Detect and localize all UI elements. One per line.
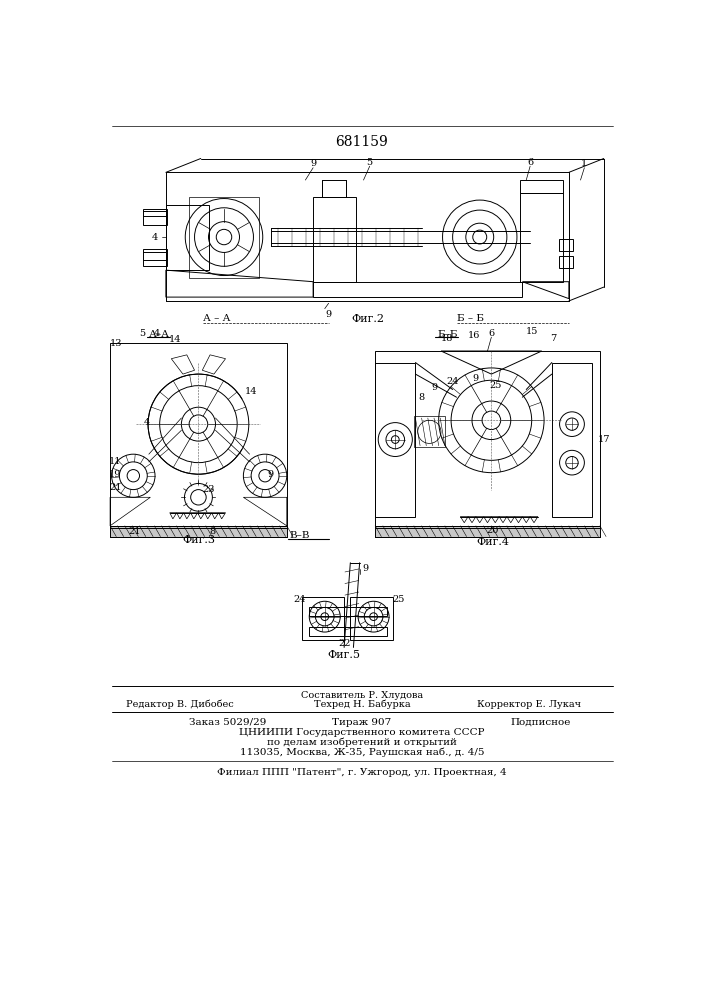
- Bar: [552, 363, 592, 517]
- Text: 1: 1: [581, 159, 588, 168]
- Text: 21: 21: [110, 483, 122, 492]
- Text: 8: 8: [419, 393, 425, 402]
- Text: 9: 9: [267, 470, 274, 479]
- Text: 13: 13: [110, 339, 122, 348]
- Bar: [559, 239, 573, 251]
- Bar: [309, 607, 387, 616]
- Text: Техред Н. Бабурка: Техред Н. Бабурка: [314, 700, 410, 709]
- Text: 9: 9: [431, 383, 437, 392]
- Text: Фиг.4: Фиг.4: [477, 537, 510, 547]
- Text: 681159: 681159: [336, 135, 388, 149]
- Text: 18: 18: [441, 334, 453, 343]
- Text: 9: 9: [325, 310, 332, 319]
- Text: 6: 6: [527, 158, 533, 167]
- Text: Подписное: Подписное: [510, 718, 571, 727]
- Text: Фиг.3: Фиг.3: [182, 535, 215, 545]
- Text: Фиг.5: Фиг.5: [327, 650, 361, 660]
- Text: 7: 7: [550, 334, 556, 343]
- Bar: [520, 180, 563, 193]
- Bar: [110, 343, 287, 528]
- Bar: [309, 627, 387, 636]
- Text: 16: 16: [468, 331, 481, 340]
- Text: Редактор В. Дибобес: Редактор В. Дибобес: [126, 700, 234, 709]
- Text: 22: 22: [338, 639, 351, 648]
- Text: Филиал ППП "Патент", г. Ужгород, ул. Проектная, 4: Филиал ППП "Патент", г. Ужгород, ул. Про…: [217, 768, 507, 777]
- Text: 113035, Москва, Ж-35, Раушская наб., д. 4/5: 113035, Москва, Ж-35, Раушская наб., д. …: [240, 747, 484, 757]
- Text: А – А: А – А: [203, 314, 230, 323]
- Bar: [375, 363, 416, 517]
- Text: 19: 19: [110, 470, 122, 479]
- Text: В–В: В–В: [290, 531, 310, 540]
- Text: 8: 8: [209, 527, 216, 536]
- Bar: [559, 256, 573, 268]
- Text: Корректор Е. Лукач: Корректор Е. Лукач: [477, 700, 580, 709]
- Bar: [110, 526, 287, 537]
- Bar: [322, 180, 346, 197]
- Bar: [189, 197, 259, 278]
- Bar: [143, 249, 168, 266]
- Text: 21: 21: [129, 527, 141, 536]
- Text: 15: 15: [525, 327, 538, 336]
- Bar: [414, 416, 445, 447]
- Text: 9: 9: [473, 374, 479, 383]
- Text: 9: 9: [310, 159, 316, 168]
- Text: 4: 4: [152, 233, 158, 242]
- Bar: [313, 197, 356, 282]
- Text: Фиг.2: Фиг.2: [351, 314, 384, 324]
- Text: Б–Б: Б–Б: [437, 330, 457, 339]
- Text: Заказ 5029/29: Заказ 5029/29: [189, 718, 267, 727]
- Text: 25: 25: [489, 381, 501, 390]
- Text: Тираж 907: Тираж 907: [332, 718, 392, 727]
- Text: ЦНИИПИ Государственного комитета СССР: ЦНИИПИ Государственного комитета СССР: [239, 728, 485, 737]
- Text: Составитель Р. Хлудова: Составитель Р. Хлудова: [301, 691, 423, 700]
- Bar: [143, 209, 168, 225]
- Text: 6: 6: [489, 329, 494, 338]
- Text: 23: 23: [202, 485, 215, 494]
- Text: 5: 5: [367, 158, 373, 167]
- Text: 14: 14: [245, 387, 257, 396]
- Text: 17: 17: [597, 435, 610, 444]
- Text: 20: 20: [486, 526, 499, 535]
- Text: 14: 14: [169, 335, 182, 344]
- Text: по делам изобретений и открытий: по делам изобретений и открытий: [267, 737, 457, 747]
- Bar: [166, 205, 209, 270]
- Text: 5: 5: [139, 329, 146, 338]
- Bar: [520, 193, 563, 282]
- Bar: [375, 351, 600, 528]
- Bar: [375, 526, 600, 537]
- Text: 4: 4: [144, 418, 150, 427]
- Text: А–А: А–А: [149, 330, 170, 339]
- Text: Б – Б: Б – Б: [457, 314, 484, 323]
- Text: 24: 24: [293, 595, 305, 604]
- Bar: [351, 597, 393, 640]
- Text: 4: 4: [153, 329, 160, 338]
- Text: 11: 11: [110, 457, 122, 466]
- Bar: [301, 597, 344, 640]
- Text: 9: 9: [363, 564, 369, 573]
- Text: 25: 25: [392, 595, 404, 604]
- Text: 24: 24: [446, 377, 459, 386]
